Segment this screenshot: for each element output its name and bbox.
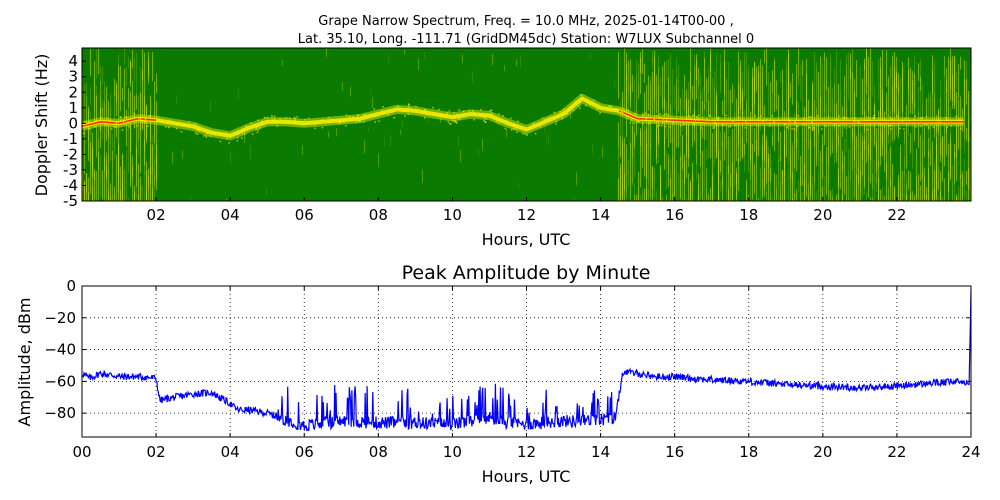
spectrogram-y-tick-label: -1 bbox=[63, 130, 78, 148]
spectrogram-x-tick-label: 20 bbox=[813, 206, 832, 224]
spectrogram-x-tick-label: 10 bbox=[443, 206, 462, 224]
amplitude-x-tick-label: 08 bbox=[369, 443, 388, 461]
spectrogram-x-tick-label: 02 bbox=[147, 206, 166, 224]
doppler-trace bbox=[82, 94, 964, 144]
spectrogram-x-tick-label: 06 bbox=[295, 206, 314, 224]
amplitude-x-tick-label: 10 bbox=[443, 443, 462, 461]
amplitude-x-tick-label: 18 bbox=[739, 443, 758, 461]
spectrogram-y-tick-label: 0 bbox=[68, 114, 78, 132]
spectrogram-y-tick-label: 4 bbox=[68, 52, 78, 70]
amplitude-x-tick-label: 00 bbox=[72, 443, 91, 461]
amplitude-x-tick-label: 24 bbox=[961, 443, 980, 461]
amplitude-y-tick-label: 0 bbox=[66, 277, 76, 295]
amplitude-x-tick-label: 16 bbox=[665, 443, 684, 461]
amplitude-y-label: Amplitude, dBm bbox=[15, 298, 34, 427]
spectrogram-y-tick-label: 1 bbox=[68, 99, 78, 117]
spectrogram-x-label: Hours, UTC bbox=[482, 230, 571, 249]
spectrogram-x-tick-label: 18 bbox=[739, 206, 758, 224]
spectrogram-x-tick-label: 04 bbox=[221, 206, 240, 224]
amplitude-y-axis: 0 −20 −40 −60 −80 bbox=[44, 277, 971, 422]
amplitude-x-tick-label: 02 bbox=[147, 443, 166, 461]
spectrogram-x-tick-label: 14 bbox=[591, 206, 610, 224]
spectrogram-x-tick-label: 22 bbox=[887, 206, 906, 224]
amplitude-x-axis: 00 02 04 06 08 10 12 14 16 18 20 22 24 bbox=[72, 286, 981, 461]
amplitude-x-tick-label: 06 bbox=[295, 443, 314, 461]
spectrogram-x-tick-label: 16 bbox=[665, 206, 684, 224]
amplitude-y-tick-label: −60 bbox=[44, 372, 76, 390]
amplitude-x-tick-label: 22 bbox=[887, 443, 906, 461]
spectrum-title-line1: Grape Narrow Spectrum, Freq. = 10.0 MHz,… bbox=[318, 14, 733, 29]
amplitude-plot bbox=[81, 285, 972, 438]
spectrogram-y-tick-label: -4 bbox=[63, 176, 78, 194]
amplitude-x-tick-label: 14 bbox=[591, 443, 610, 461]
amplitude-x-tick-label: 12 bbox=[517, 443, 536, 461]
amplitude-x-tick-label: 20 bbox=[813, 443, 832, 461]
spectrogram-y-tick-label: -5 bbox=[63, 192, 78, 210]
spectrogram-plot bbox=[81, 47, 972, 202]
spectrogram-y-tick-label: -2 bbox=[63, 145, 78, 163]
amplitude-y-tick-label: −20 bbox=[44, 309, 76, 327]
spectrogram-x-axis: 02 04 06 08 10 12 14 16 18 20 22 bbox=[147, 197, 906, 224]
amplitude-y-tick-label: −80 bbox=[44, 404, 76, 422]
spectrogram-y-tick-label: 2 bbox=[68, 83, 78, 101]
amplitude-y-tick-label: −40 bbox=[44, 341, 76, 359]
amplitude-x-tick-label: 04 bbox=[221, 443, 240, 461]
spectrogram-y-label: Doppler Shift (Hz) bbox=[32, 54, 51, 197]
amplitude-title: Peak Amplitude by Minute bbox=[402, 262, 651, 284]
spectrogram-x-tick-label: 12 bbox=[517, 206, 536, 224]
amplitude-series-line bbox=[82, 289, 971, 432]
spectrogram-x-tick-label: 08 bbox=[369, 206, 388, 224]
spectrum-title-line2: Lat. 35.10, Long. -111.71 (GridDM45dc) S… bbox=[298, 32, 754, 47]
spectrogram-y-tick-label: -3 bbox=[63, 161, 78, 179]
amplitude-x-label: Hours, UTC bbox=[482, 467, 571, 486]
spectrogram-y-tick-label: 3 bbox=[68, 68, 78, 86]
